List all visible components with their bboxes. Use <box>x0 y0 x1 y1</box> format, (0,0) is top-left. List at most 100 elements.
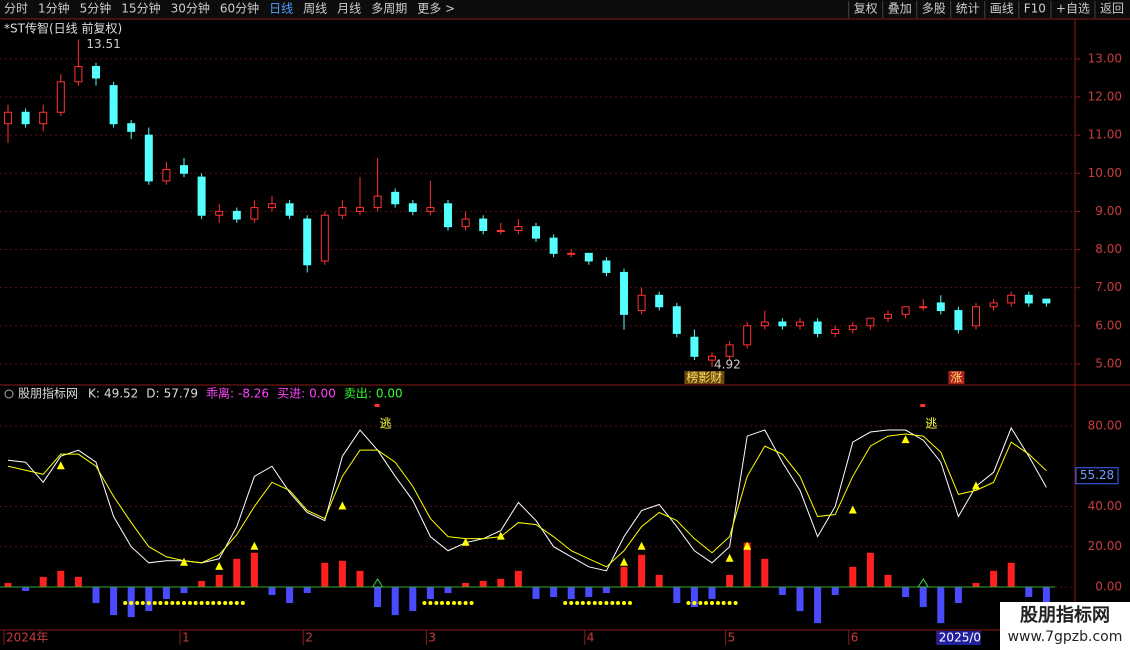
bar <box>198 580 206 587</box>
toolbar-tab[interactable]: 更多 > <box>417 2 455 16</box>
toolbar-tab[interactable]: 1分钟 <box>38 1 70 16</box>
candle-body <box>461 218 470 228</box>
candle-body <box>74 66 83 83</box>
header-label: D: <box>146 387 159 401</box>
bar <box>954 586 962 604</box>
toolbar-tab[interactable]: 周线 <box>303 2 327 16</box>
buy-triangle <box>725 553 734 562</box>
toolbar-tab[interactable]: 60分钟 <box>220 1 259 16</box>
candle-body <box>391 191 400 205</box>
candle-body <box>373 195 382 209</box>
toolbar-button[interactable]: +自选 <box>1056 2 1090 16</box>
header-value: 57.79 <box>164 387 198 401</box>
candle-body <box>303 218 312 266</box>
buy-triangle <box>972 481 980 490</box>
candle-body <box>972 306 980 327</box>
signal-dot <box>616 600 620 605</box>
bar <box>110 586 118 616</box>
toolbar-button[interactable]: 复权 <box>854 2 878 16</box>
candle-body <box>778 321 787 327</box>
sell-marker <box>374 404 380 407</box>
toolbar-tab[interactable]: 分时 <box>4 2 28 16</box>
candle-body <box>496 229 505 232</box>
watermark-bg <box>1000 602 1130 650</box>
y-tick-label: 11.00 <box>1088 128 1122 142</box>
bar <box>22 586 30 591</box>
candle-body <box>39 111 48 125</box>
candle-body <box>620 271 628 315</box>
header-value: 0.00 <box>309 387 336 401</box>
bar <box>479 580 487 587</box>
bar <box>638 554 646 587</box>
toolbar-button[interactable]: 多股 <box>922 2 946 16</box>
toolbar-button[interactable]: 返回 <box>1100 2 1124 16</box>
candle-body <box>338 207 347 216</box>
badge: 榜影财 <box>686 370 722 385</box>
signal-dot <box>422 600 427 605</box>
bar <box>673 586 681 604</box>
bar <box>374 586 382 608</box>
buy-triangle <box>56 461 65 470</box>
bar <box>567 586 575 600</box>
signal-dot <box>135 600 140 605</box>
bar <box>972 582 980 587</box>
bar <box>990 570 998 587</box>
toolbar-tab[interactable]: 月线 <box>337 2 361 16</box>
toolbar-tab[interactable]: 多周期 <box>371 2 407 16</box>
candle-body <box>408 203 417 212</box>
toolbar-button[interactable]: 叠加 <box>888 2 912 16</box>
toolbar-tab[interactable]: 30分钟 <box>171 1 210 16</box>
signal-dot <box>710 600 714 605</box>
bar <box>514 570 522 587</box>
candle-body <box>1024 294 1033 304</box>
bar <box>4 582 12 587</box>
x-tick-label: 2 <box>305 631 313 645</box>
candle-body <box>426 207 435 212</box>
bar <box>708 586 716 600</box>
signal-dot <box>586 600 591 605</box>
buy-triangle <box>743 541 752 550</box>
bar <box>866 552 874 587</box>
signal-dot <box>164 600 169 605</box>
candle-body <box>796 321 804 327</box>
candle-body <box>901 306 910 315</box>
signal-dot <box>457 600 462 605</box>
bar <box>1007 562 1015 587</box>
candle-body <box>584 252 593 262</box>
cursor-value: 55.28 <box>1080 468 1114 482</box>
escape-label: 逃 <box>380 417 392 431</box>
bar <box>1042 586 1050 604</box>
bar <box>1025 586 1033 598</box>
bar <box>831 586 839 595</box>
signal-dot <box>240 600 245 605</box>
buy-triangle <box>620 557 628 566</box>
toolbar-button[interactable]: 统计 <box>956 2 980 16</box>
toolbar-tab[interactable]: 5分钟 <box>80 1 112 16</box>
signal-dot <box>234 600 239 605</box>
candle-body <box>954 310 963 331</box>
x-tick-label: 6 <box>851 631 859 645</box>
toolbar-tab[interactable]: 15分钟 <box>121 1 160 16</box>
signal-dot <box>575 600 580 605</box>
signal-dot <box>434 600 439 605</box>
x-tick-label: 2024年 <box>6 631 49 645</box>
bar <box>655 574 663 587</box>
candle-body <box>232 210 241 220</box>
signal-dot <box>704 600 708 605</box>
toolbar-button[interactable]: 画线 <box>990 2 1014 16</box>
candle-body <box>356 207 364 212</box>
bar <box>602 586 610 593</box>
candle-body <box>831 329 840 334</box>
bar <box>814 586 822 624</box>
bar <box>462 582 470 587</box>
bar <box>919 586 927 608</box>
toolbar-tab[interactable]: 日线 <box>269 2 293 16</box>
bar <box>286 586 294 604</box>
high-label: 13.51 <box>86 37 120 51</box>
candle-body <box>92 66 100 79</box>
bar <box>743 542 751 587</box>
candle-body <box>197 176 206 216</box>
signal-dot <box>598 600 603 605</box>
candle-body <box>514 226 523 231</box>
toolbar-button[interactable]: F10 <box>1024 2 1046 16</box>
